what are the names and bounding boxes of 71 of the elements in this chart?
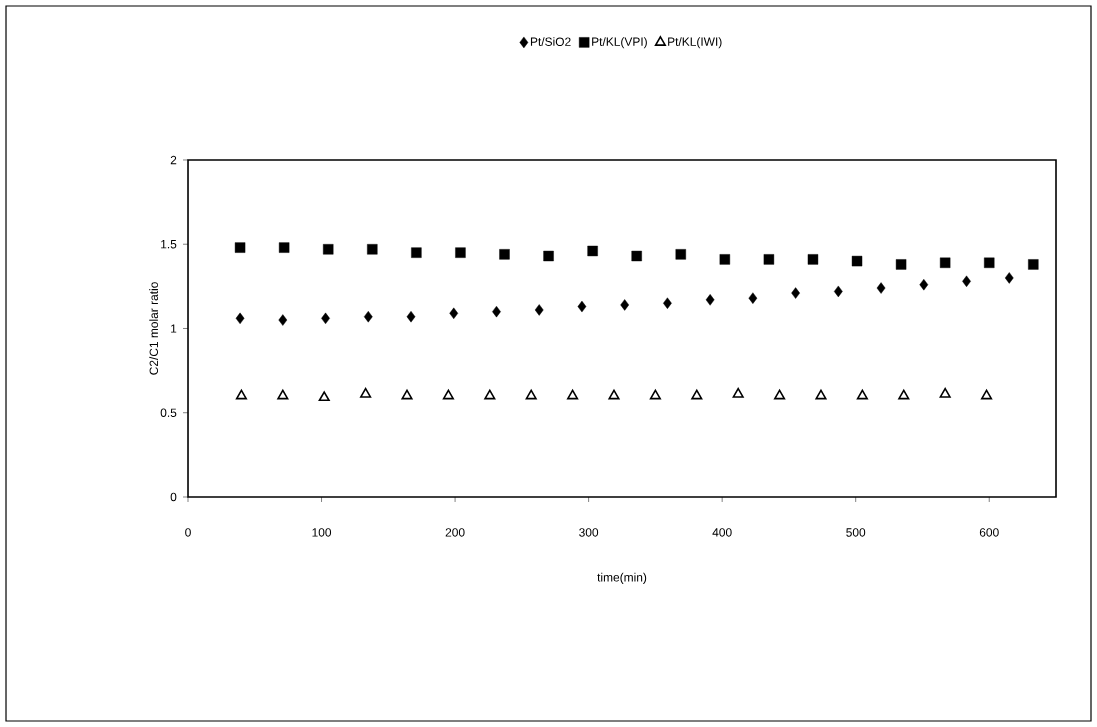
point — [401, 389, 413, 400]
point — [748, 292, 758, 304]
point — [360, 387, 372, 398]
point — [691, 389, 703, 400]
point — [411, 247, 422, 258]
point — [962, 275, 971, 287]
point — [318, 391, 330, 402]
y-tick-label: 2 — [170, 155, 177, 165]
point — [525, 389, 537, 400]
point — [235, 312, 245, 325]
legend-label: Pt/KL(VPI) — [592, 37, 647, 49]
point — [851, 255, 863, 267]
legend-label: Pt/KL(IWI) — [668, 37, 722, 49]
point — [455, 247, 466, 258]
legend-label: Pt/SiO2 — [530, 37, 571, 46]
point — [631, 250, 642, 262]
point — [939, 257, 951, 268]
y-tick-label: 1.5 — [161, 240, 177, 249]
point — [577, 300, 587, 313]
point — [939, 387, 951, 398]
y-tick-label: 1 — [171, 324, 177, 333]
point — [856, 389, 868, 400]
point — [363, 310, 373, 323]
point — [567, 389, 579, 400]
x-tick-label: 0 — [185, 528, 191, 537]
point — [278, 242, 290, 253]
point — [235, 389, 247, 400]
point — [234, 242, 246, 253]
y-axis-title: C2/C1 molar ratio — [149, 282, 159, 375]
point — [898, 389, 910, 400]
point — [277, 389, 289, 400]
point — [815, 389, 827, 400]
point — [791, 287, 800, 299]
x-tick-label: 500 — [846, 528, 866, 537]
point — [981, 389, 993, 400]
point — [499, 249, 510, 260]
point — [984, 257, 995, 268]
point — [876, 282, 886, 294]
x-tick-label: 600 — [979, 528, 999, 537]
point — [323, 244, 334, 255]
point — [663, 297, 672, 309]
point — [649, 389, 661, 400]
point — [807, 254, 819, 265]
point — [620, 299, 629, 311]
x-axis-title: time(min) — [597, 572, 647, 584]
point — [367, 244, 378, 255]
point — [534, 304, 544, 316]
point — [1004, 272, 1014, 284]
x-tick-label: 400 — [712, 528, 732, 537]
y-tick-label: 0.5 — [160, 408, 177, 417]
point — [449, 307, 459, 320]
point — [543, 250, 554, 262]
point — [705, 294, 715, 306]
point — [587, 245, 598, 257]
point — [763, 254, 775, 265]
point — [895, 259, 907, 270]
x-tick-label: 200 — [445, 528, 465, 537]
y-tick-label: 0 — [170, 492, 177, 502]
point — [774, 389, 786, 400]
point — [919, 278, 929, 291]
x-tick-label: 300 — [579, 528, 599, 537]
point — [442, 389, 454, 400]
point — [1028, 259, 1039, 270]
point — [608, 389, 620, 400]
point — [719, 254, 731, 265]
x-tick-label: 100 — [312, 528, 332, 537]
point — [406, 310, 416, 323]
point — [278, 314, 288, 326]
point — [484, 389, 496, 400]
point — [732, 387, 744, 398]
point — [675, 249, 686, 260]
